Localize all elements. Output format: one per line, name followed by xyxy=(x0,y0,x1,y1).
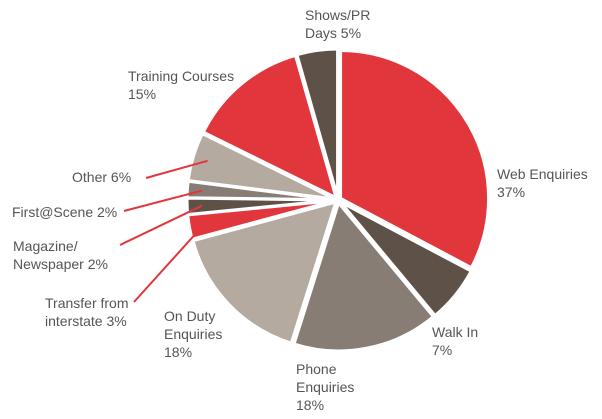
slice-label: Phone Enquiries 18% xyxy=(296,360,376,414)
category-name: Web Enquiries xyxy=(497,166,588,182)
pie-slice xyxy=(339,200,474,318)
value-label: 3% xyxy=(106,313,127,329)
value-label: 2% xyxy=(87,256,108,272)
pie-slice xyxy=(201,53,339,201)
category-name: On Duty Enquiries xyxy=(164,308,223,342)
category-name: Walk In xyxy=(432,324,479,340)
leader-line xyxy=(119,204,203,246)
slice-label: Training Courses 15% xyxy=(128,67,238,103)
pie-slice xyxy=(295,47,340,198)
pie-slice xyxy=(339,48,491,270)
category-name: Training Courses xyxy=(128,68,235,84)
pie-slice xyxy=(292,199,436,353)
category-name: Shows/PR Days xyxy=(305,7,371,41)
pie-slice xyxy=(186,131,336,201)
value-label: 18% xyxy=(164,344,193,360)
category-name: Transfer from interstate xyxy=(45,295,129,329)
slice-label: Magazine/ Newspaper 2% xyxy=(13,237,113,273)
pie-slice xyxy=(191,199,339,346)
category-name: First@Scene xyxy=(12,204,94,220)
value-label: 18% xyxy=(296,397,325,413)
category-name: Phone Enquiries xyxy=(296,361,355,395)
value-label: 6% xyxy=(110,169,132,185)
slice-label: Transfer from interstate 3% xyxy=(45,294,160,330)
value-label: 2% xyxy=(97,204,118,220)
slice-label: First@Scene 2% xyxy=(12,203,132,221)
leader-line xyxy=(133,223,205,303)
value-label: 15% xyxy=(128,86,157,102)
slice-label: Walk In 7% xyxy=(432,323,492,359)
slice-label: Other 6% xyxy=(72,168,152,186)
slice-label: Web Enquiries 37% xyxy=(497,165,597,201)
value-label: 5% xyxy=(340,25,362,41)
slice-label: On Duty Enquiries 18% xyxy=(164,307,239,361)
leader-line xyxy=(145,159,208,179)
category-name: Other xyxy=(72,169,108,185)
value-label: 37% xyxy=(497,184,526,200)
leader-line xyxy=(123,189,203,212)
value-label: 7% xyxy=(432,342,453,358)
slice-label: Shows/PR Days 5% xyxy=(305,6,375,42)
category-name: Magazine/ Newspaper xyxy=(13,238,84,272)
